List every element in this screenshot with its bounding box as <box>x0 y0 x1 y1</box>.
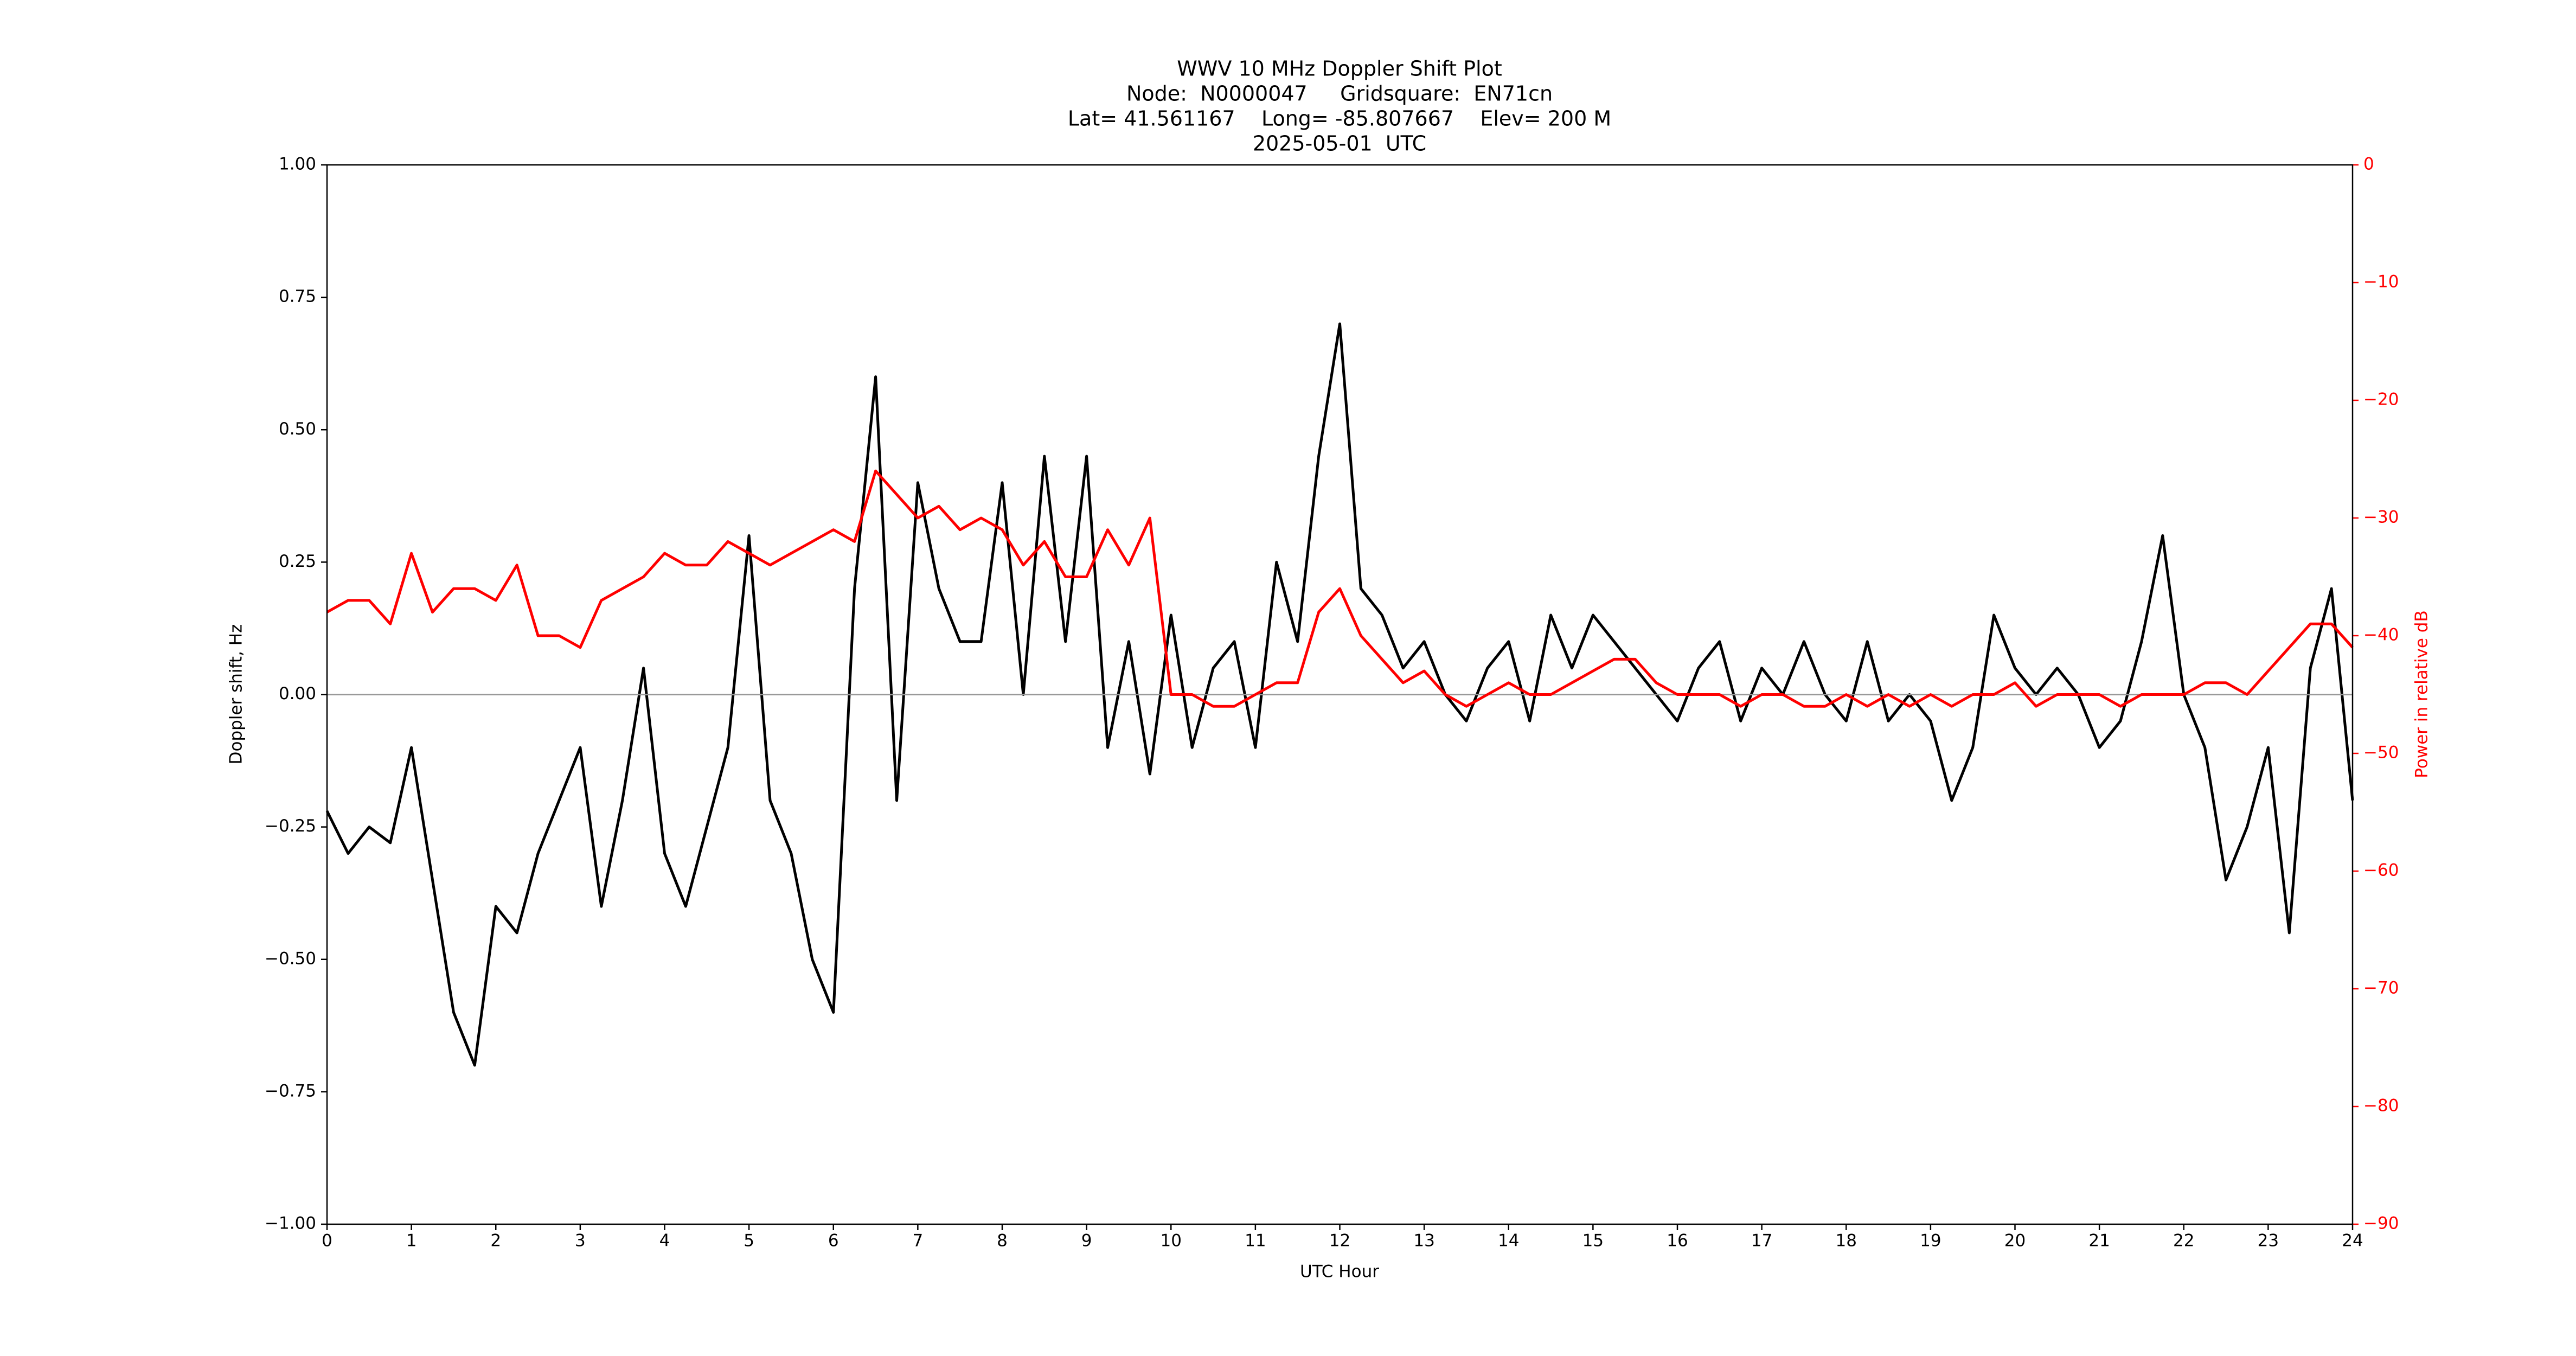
y-tick-label: 0.75 <box>279 287 316 306</box>
y2-tick-label: −20 <box>2363 390 2399 410</box>
y-tick-label: 1.00 <box>279 155 316 174</box>
x-tick-label: 15 <box>1582 1231 1604 1251</box>
y-axis-label: Doppler shift, Hz <box>227 624 246 765</box>
y-tick-label: −0.50 <box>265 949 316 968</box>
x-tick-label: 23 <box>2258 1231 2279 1251</box>
x-tick-label: 5 <box>744 1231 754 1251</box>
x-tick-label: 10 <box>1161 1231 1182 1251</box>
x-tick-label: 14 <box>1498 1231 1519 1251</box>
x-tick-label: 19 <box>1920 1231 1941 1251</box>
y2-axis-label: Power in relative dB <box>2412 610 2432 778</box>
y-tick-label: 0.25 <box>279 552 316 571</box>
chart-subtitle: Node: N0000047 Gridsquare: EN71cn <box>1126 82 1553 106</box>
plot-frame <box>326 164 2354 1225</box>
x-tick-label: 8 <box>997 1231 1008 1251</box>
x-axis-label: UTC Hour <box>1300 1262 1379 1282</box>
chart-title: WWV 10 MHz Doppler Shift Plot <box>1177 57 1502 81</box>
x-tick-label: 18 <box>1836 1231 1857 1251</box>
x-tick-label: 2 <box>490 1231 501 1251</box>
x-tick-label: 21 <box>2088 1231 2110 1251</box>
x-tick-label: 24 <box>2342 1231 2363 1251</box>
y2-tick-label: −50 <box>2363 743 2399 763</box>
x-tick-label: 17 <box>1751 1231 1772 1251</box>
y-tick-label: −0.75 <box>265 1081 316 1101</box>
y-tick-label: −0.25 <box>265 816 316 836</box>
x-tick-label: 1 <box>406 1231 417 1251</box>
x-tick-label: 3 <box>575 1231 586 1251</box>
y2-tick-label: −40 <box>2363 625 2399 645</box>
y2-tick-label: −70 <box>2363 978 2399 998</box>
x-tick-label: 22 <box>2173 1231 2194 1251</box>
x-tick-label: 16 <box>1667 1231 1688 1251</box>
y-tick-label: 0.50 <box>279 419 316 439</box>
y-tick-label: 0.00 <box>279 684 316 703</box>
x-tick-label: 13 <box>1413 1231 1434 1251</box>
series-line <box>325 322 2354 1067</box>
y2-tick-label: −30 <box>2363 508 2399 527</box>
x-tick-label: 4 <box>659 1231 670 1251</box>
x-tick-label: 9 <box>1081 1231 1092 1251</box>
x-tick-label: 12 <box>1329 1231 1350 1251</box>
x-tick-label: 6 <box>828 1231 839 1251</box>
y2-tick-label: −10 <box>2363 272 2399 292</box>
chart-subtitle: Lat= 41.561167 Long= -85.807667 Elev= 20… <box>1068 107 1611 131</box>
y-tick-label: −1.00 <box>265 1214 316 1233</box>
x-tick-label: 20 <box>2004 1231 2026 1251</box>
chart-subtitle: 2025-05-01 UTC <box>1253 132 1426 156</box>
y2-tick-label: 0 <box>2363 155 2374 174</box>
y2-tick-label: −80 <box>2363 1096 2399 1116</box>
y2-tick-label: −60 <box>2363 861 2399 880</box>
y2-tick-label: −90 <box>2363 1214 2399 1233</box>
series-line <box>326 469 2354 708</box>
x-tick-label: 0 <box>322 1231 332 1251</box>
x-tick-label: 7 <box>913 1231 924 1251</box>
x-tick-label: 11 <box>1245 1231 1266 1251</box>
